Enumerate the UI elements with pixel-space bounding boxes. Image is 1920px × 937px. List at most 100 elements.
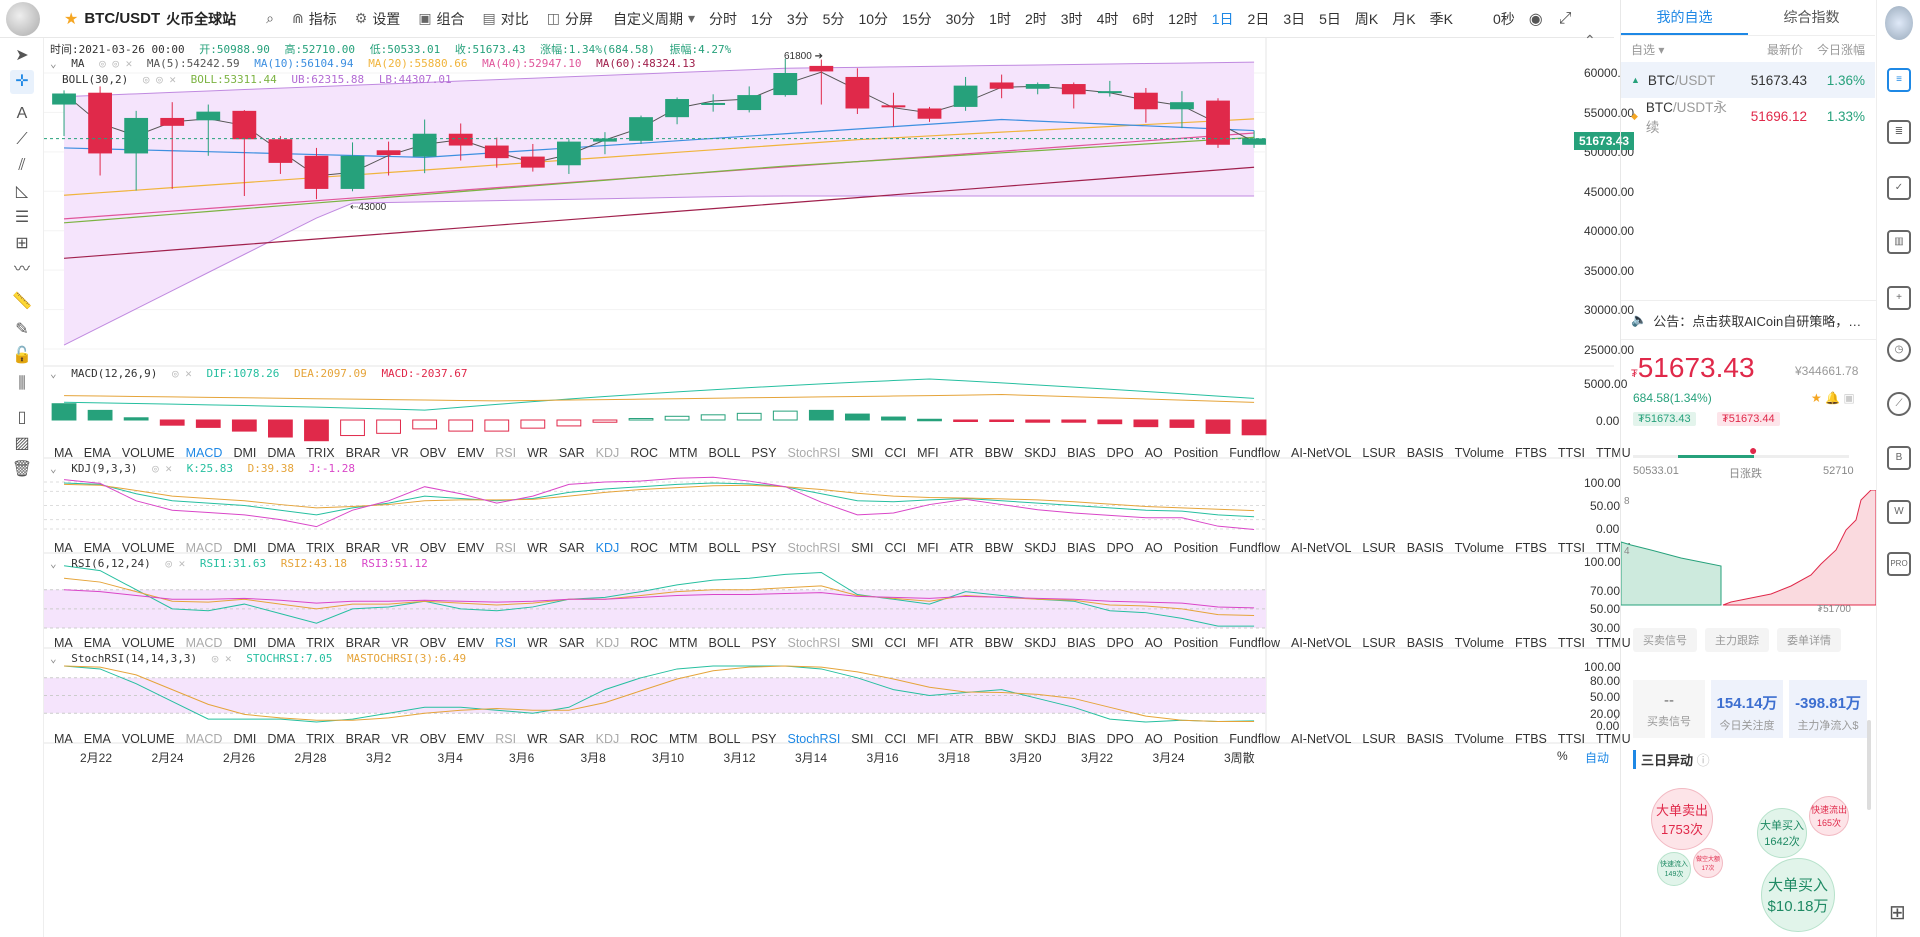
indicator-tab-brar[interactable]: BRAR [345, 541, 381, 555]
collapse-chevron-icon[interactable]: ⌄ [50, 557, 57, 570]
indicator-tab-roc[interactable]: ROC [630, 732, 659, 746]
trend-line-icon[interactable]: ⟋ [16, 131, 28, 148]
indicator-tab-boll[interactable]: BOLL [708, 732, 741, 746]
indicator-tab-basis[interactable]: BASIS [1406, 732, 1444, 746]
indicator-tab-ttmu[interactable]: TTMU [1595, 636, 1631, 650]
indicator-tab-basis[interactable]: BASIS [1406, 541, 1444, 555]
indicator-tab-bbw[interactable]: BBW [984, 541, 1014, 555]
indicator-tab-volume[interactable]: VOLUME [121, 636, 175, 650]
indicator-tab-rsi[interactable]: RSI [495, 636, 517, 650]
indicator-tab-dma[interactable]: DMA [267, 636, 296, 650]
indicator-tab-skdj[interactable]: SKDJ [1024, 541, 1057, 555]
period-8[interactable]: 2时 [1024, 10, 1047, 27]
compare-button[interactable]: ▤ 对比 [483, 9, 529, 29]
indicator-tab-lsur[interactable]: LSUR [1362, 636, 1396, 650]
indicator-tab-atr[interactable]: ATR [949, 446, 974, 460]
indicator-tab-bias[interactable]: BIAS [1067, 446, 1096, 460]
indicator-tab-tvolume[interactable]: TVolume [1454, 732, 1504, 746]
strategy-icon[interactable]: B [1887, 446, 1911, 470]
period-1[interactable]: 1分 [751, 10, 773, 27]
symbol-name[interactable]: BTC/USDT [84, 10, 161, 27]
search-icon[interactable]: ⌕ [266, 10, 275, 26]
compass-icon[interactable]: ⟋ [1887, 392, 1911, 416]
indicator-tab-ao[interactable]: AO [1144, 446, 1163, 460]
period-3[interactable]: 5分 [822, 10, 845, 27]
collapse-chevron-icon[interactable]: ⌄ [50, 57, 57, 70]
indicator-tab-ao[interactable]: AO [1144, 732, 1163, 746]
indicator-tab-cci[interactable]: CCI [884, 446, 907, 460]
bookmark-icon[interactable]: ▯ [17, 409, 27, 426]
indicator-tab-ttsi[interactable]: TTSI [1557, 636, 1585, 650]
indicator-tab-tvolume[interactable]: TVolume [1454, 446, 1504, 460]
alarm-icon[interactable]: ◷ [1887, 338, 1911, 362]
indicator-tab-kdj[interactable]: KDJ [595, 636, 620, 650]
indicator-tab-emv[interactable]: EMV [457, 732, 485, 746]
indicator-tab-obv[interactable]: OBV [419, 446, 447, 460]
indicator-tab-bbw[interactable]: BBW [984, 636, 1014, 650]
indicator-tab-vr[interactable]: VR [391, 446, 409, 460]
indicator-tab-stochrsi[interactable]: StochRSI [787, 636, 841, 650]
indicator-tab-dpo[interactable]: DPO [1106, 636, 1134, 650]
indicator-tab-cci[interactable]: CCI [884, 732, 907, 746]
tab-my-watchlist[interactable]: 我的自选 [1621, 0, 1748, 35]
grid-menu-icon[interactable]: ⊞ [1889, 902, 1906, 924]
indicator-tab-atr[interactable]: ATR [949, 541, 974, 555]
indicator-tab-psy[interactable]: PSY [751, 636, 777, 650]
indicator-tab-ftbs[interactable]: FTBS [1514, 541, 1547, 555]
indicator-tab-vr[interactable]: VR [391, 732, 409, 746]
favorite-star-icon[interactable]: ★ [64, 10, 79, 28]
indicator-tab-stochrsi[interactable]: StochRSI [787, 446, 841, 460]
indicator-tab-lsur[interactable]: LSUR [1362, 446, 1396, 460]
indicator-tab-ttsi[interactable]: TTSI [1557, 732, 1585, 746]
indicator-tab-kdj[interactable]: KDJ [595, 541, 620, 555]
period-10[interactable]: 4时 [1096, 10, 1119, 27]
stat-card[interactable]: 154.14万 今日关注度 [1711, 680, 1783, 738]
settings-icon[interactable]: ◎ ✕ [152, 462, 172, 475]
indicator-tab-ema[interactable]: EMA [83, 636, 111, 650]
indicator-tab-mfi[interactable]: MFI [917, 732, 939, 746]
indicator-tab-bias[interactable]: BIAS [1067, 732, 1096, 746]
indicator-tab-mtm[interactable]: MTM [669, 446, 698, 460]
indicator-tab-psy[interactable]: PSY [751, 732, 777, 746]
settings-icon[interactable]: ◎ ✕ [165, 557, 186, 570]
auto-scale-toggle[interactable]: 自动 [1585, 751, 1610, 765]
indicator-tab-volume[interactable]: VOLUME [121, 446, 175, 460]
indicator-tab-cci[interactable]: CCI [884, 541, 907, 555]
grid-tool-icon[interactable]: ⊞ [15, 235, 29, 252]
indicator-tab-kdj[interactable]: KDJ [595, 732, 620, 746]
period-17[interactable]: 周K [1354, 10, 1379, 27]
chart-area[interactable]: 时间:2021-03-26 00:00 开:50988.90 高:52710.0… [44, 32, 1635, 937]
collapse-chevron-icon[interactable]: ⌄ [50, 652, 57, 665]
indicator-tab-position[interactable]: Position [1173, 732, 1219, 746]
period-16[interactable]: 5日 [1319, 10, 1341, 27]
indicator-tab-stochrsi[interactable]: StochRSI [787, 732, 841, 746]
indicator-tab-boll[interactable]: BOLL [708, 636, 741, 650]
indicator-tab-ema[interactable]: EMA [83, 446, 111, 460]
indicator-tab-obv[interactable]: OBV [419, 541, 447, 555]
indicator-tab-ftbs[interactable]: FTBS [1514, 732, 1547, 746]
eye-icon[interactable]: ◎ ◎ ✕ [99, 57, 133, 70]
watchlist-head-change[interactable]: 今日涨幅 [1816, 42, 1865, 57]
indicator-tab-mtm[interactable]: MTM [669, 732, 698, 746]
template-icon[interactable]: ▨ [14, 435, 30, 452]
watchlist-row[interactable]: ▲ BTC/USDT 51673.43 1.36% [1621, 62, 1875, 98]
indicator-tab-brar[interactable]: BRAR [345, 636, 381, 650]
indicator-tab-position[interactable]: Position [1173, 541, 1219, 555]
combo-button[interactable]: ▣ 组合 [418, 9, 464, 29]
indicator-tab-kdj[interactable]: KDJ [595, 446, 620, 460]
tab-composite-index[interactable]: 综合指数 [1783, 9, 1840, 25]
period-12[interactable]: 12时 [1168, 10, 1198, 27]
favorite-star-icon[interactable]: ★ 🔔 ▣ [1811, 391, 1855, 405]
indicator-tab-dma[interactable]: DMA [267, 541, 296, 555]
indicator-tab-rsi[interactable]: RSI [495, 446, 517, 460]
indicator-tab-volume[interactable]: VOLUME [121, 732, 175, 746]
indicator-tab-ttmu[interactable]: TTMU [1595, 732, 1631, 746]
indicator-tab-vr[interactable]: VR [391, 636, 409, 650]
indicator-tab-fundflow[interactable]: Fundflow [1229, 636, 1280, 650]
indicator-tab-skdj[interactable]: SKDJ [1024, 446, 1057, 460]
indicator-tab-macd[interactable]: MACD [185, 636, 223, 650]
period-19[interactable]: 季K [1429, 10, 1453, 27]
indicator-tab-brar[interactable]: BRAR [345, 732, 381, 746]
indicator-tab-obv[interactable]: OBV [419, 636, 447, 650]
indicator-tab-ai-netvol[interactable]: AI-NetVOL [1290, 636, 1352, 650]
